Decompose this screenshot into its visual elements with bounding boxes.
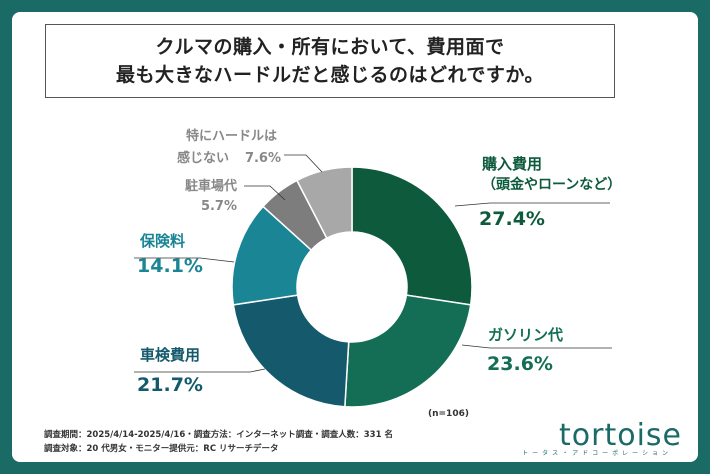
- title-line-1: クルマの購入・所有において、費用面で: [155, 36, 505, 58]
- title-line-2: 最も大きなハードルだと感じるのはどれですか。: [115, 64, 545, 86]
- slice-label-3-line-0: 保険料: [139, 232, 185, 250]
- donut-slice-1: [344, 294, 472, 408]
- slice-label-5-line-0: 特にハードルは: [186, 128, 277, 144]
- donut-slice-5: [295, 166, 353, 240]
- slice-label-0-line-0: 購入費用: [481, 155, 542, 173]
- title-box: クルマの購入・所有において、費用面で 最も大きなハードルだと感じるのはどれですか…: [45, 24, 615, 98]
- slice-value-1: 23.6%: [487, 353, 553, 375]
- leader-line-3: [134, 257, 235, 263]
- slice-value-3: 14.1%: [137, 255, 203, 277]
- leader-line-0: [454, 202, 610, 207]
- slice-label-1-line-0: ガソリン代: [488, 326, 563, 344]
- slice-label-5-line-1: 感じない: [177, 150, 229, 166]
- slice-value-4: 5.7%: [201, 199, 237, 214]
- slice-label-0-line-1: （頭金やローンなど）: [482, 176, 621, 193]
- sample-size-label: (n=106): [428, 409, 469, 419]
- donut-slice-0: [351, 166, 473, 306]
- slice-value-5: 7.6%: [245, 151, 281, 166]
- slice-value-0: 27.4%: [479, 208, 545, 230]
- footer-survey-target: 調査対象：20 代男女・モニター提供元：RC リサーチデータ: [44, 444, 279, 454]
- donut-slice-2: [232, 294, 350, 408]
- brand-tagline: トータス・アドコーポレーション: [522, 450, 672, 457]
- brand-logo: tortoise: [559, 418, 682, 453]
- footer-survey-period: 調査期間：2025/4/14-2025/4/16・調査方法：インターネット調査・…: [44, 430, 393, 440]
- slice-value-2: 21.7%: [137, 374, 203, 396]
- slice-label-4-line-0: 駐車場代: [185, 178, 237, 194]
- leader-line-5: [284, 154, 323, 173]
- slice-label-2-line-0: 車検費用: [140, 346, 200, 364]
- leader-line-1: [461, 344, 612, 349]
- leader-line-4: [244, 185, 286, 201]
- brand-name: tortoise: [559, 418, 682, 453]
- leader-line-2: [134, 368, 266, 373]
